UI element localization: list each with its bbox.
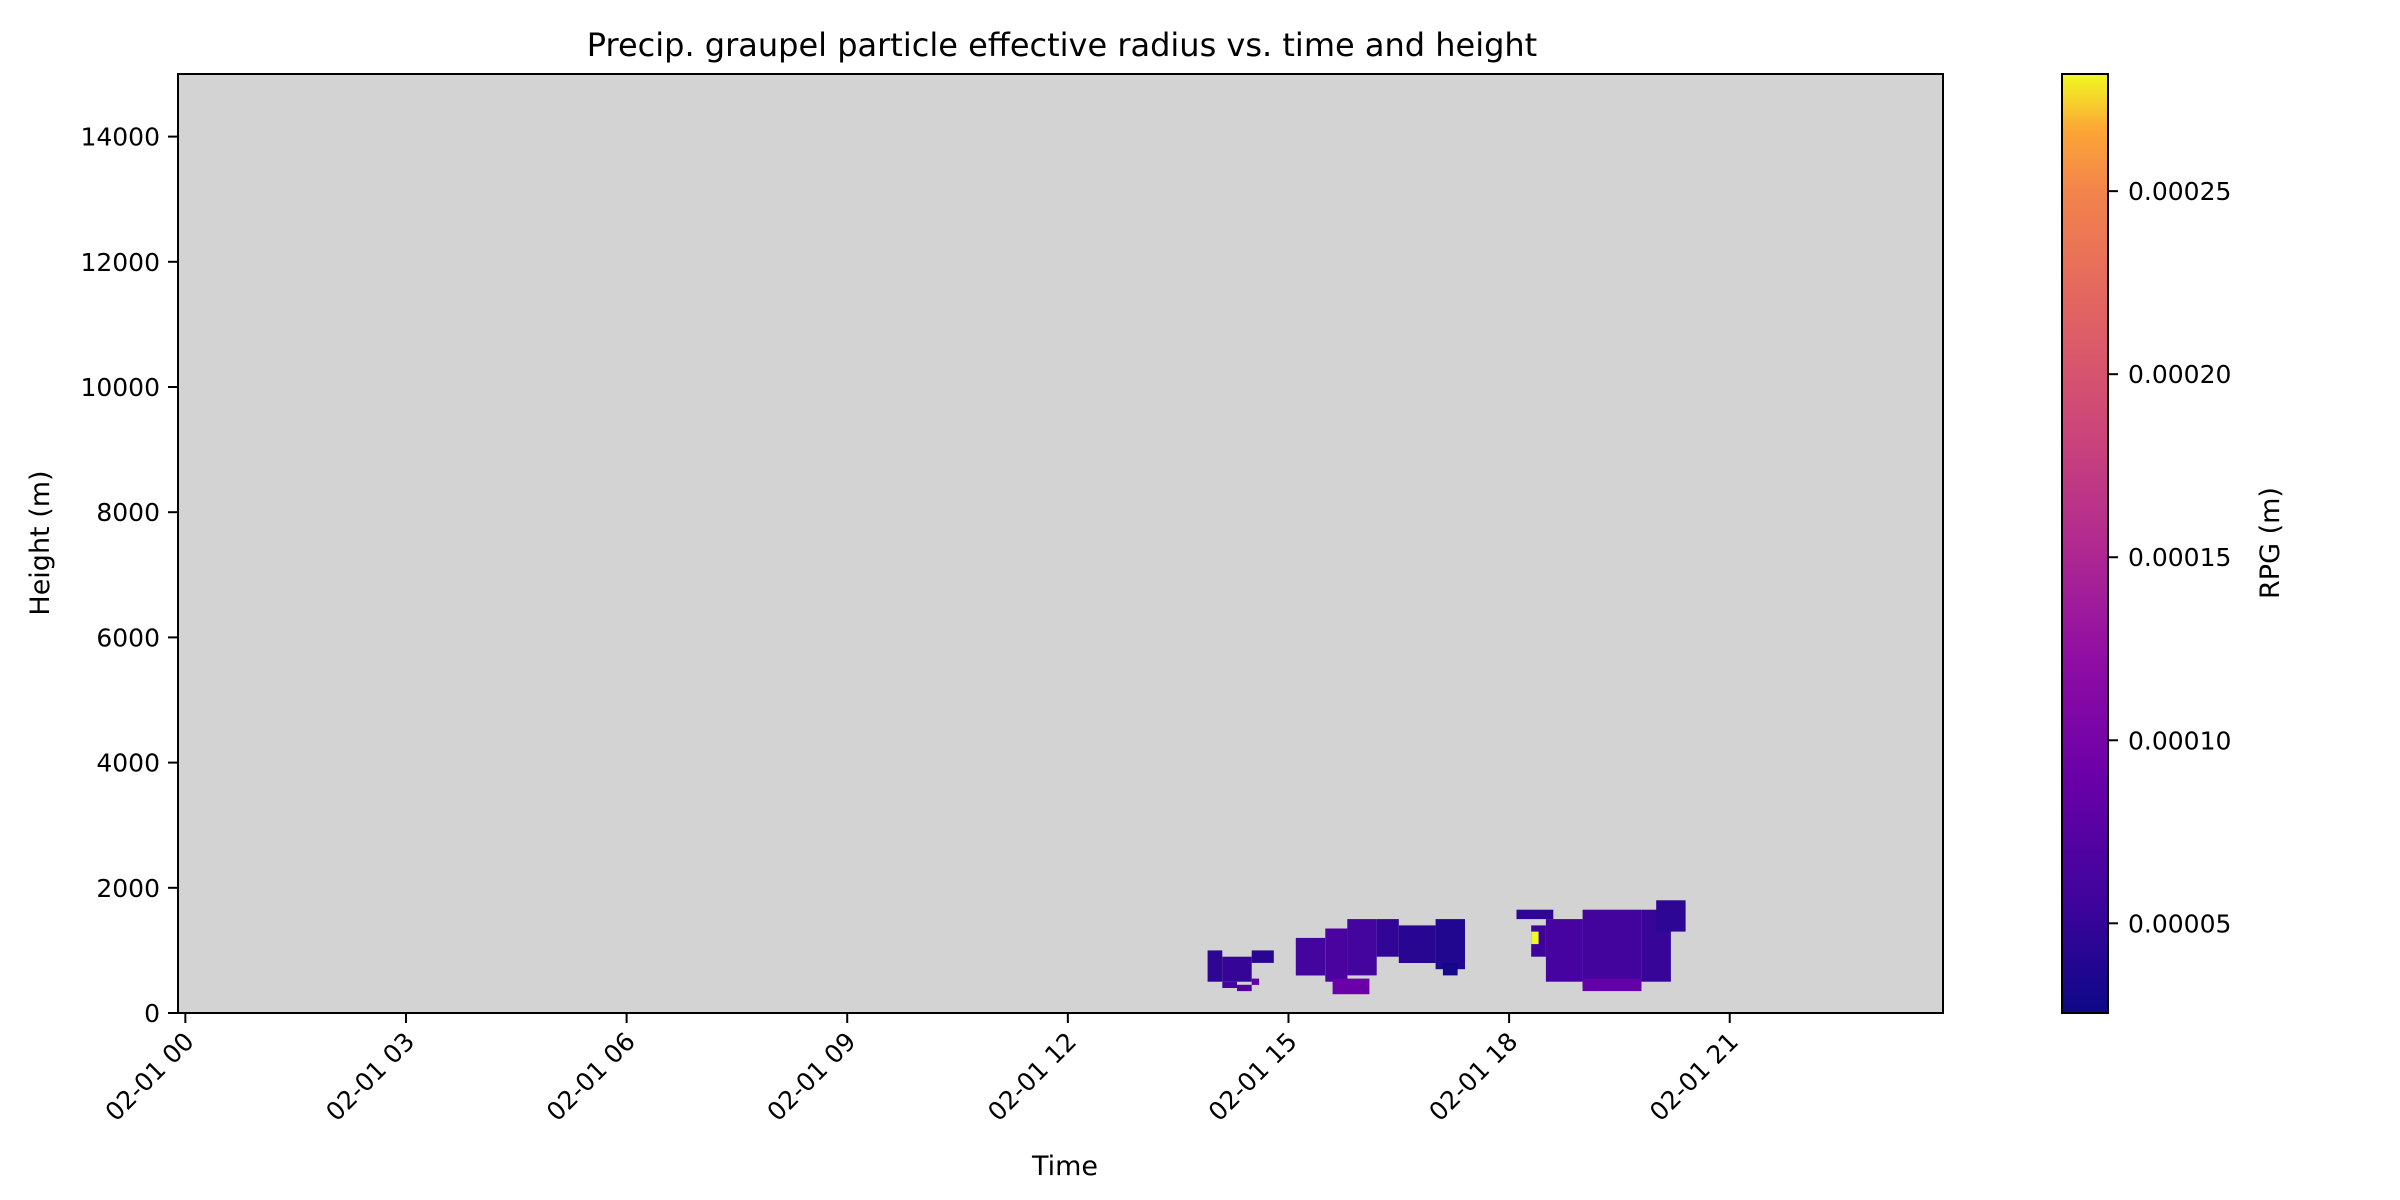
heatmap-cell [1332,978,1370,995]
y-axis-label: Height (m) [25,470,56,615]
colorbar-tick-label: 0.00005 [2128,909,2231,938]
heatmap-cell [1295,937,1326,976]
colorbar-axis: 0.00005 0.00010 0.00015 0.00020 0.00025 [2108,177,2231,938]
colorbar-tick-label: 0.00020 [2128,360,2231,389]
heatmap-cell [1376,919,1399,957]
heatmap-cell [1516,909,1554,920]
y-tick-label: 4000 [96,749,160,778]
y-tick-label: 14000 [80,123,160,152]
heatmap-cells [1207,900,1686,995]
heatmap-cell [1545,919,1583,982]
x-tick-label: 02-01 00 [100,1027,200,1127]
y-tick-label: 2000 [96,874,160,903]
x-tick-label: 02-01 06 [541,1027,641,1127]
x-tick-label: 02-01 18 [1423,1027,1523,1127]
heatmap-cell [1582,978,1642,992]
y-tick-label: 0 [144,999,160,1028]
heatmap-cell [1347,919,1377,976]
heatmap-cell [1442,962,1458,976]
heatmap-cell [1222,981,1237,988]
colorbar-tick-label: 0.00025 [2128,177,2231,206]
heatmap-cell [1656,900,1686,932]
heatmap-cell [1207,950,1223,982]
colorbar-label: RPG (m) [2255,487,2286,599]
chart-title: Precip. graupel particle effective radiu… [587,26,1537,64]
heatmap-cell [1251,978,1260,985]
x-axis-label: Time [1031,1151,1098,1182]
y-tick-label: 10000 [80,373,160,402]
x-tick-label: 02-01 09 [761,1027,861,1127]
colorbar [2061,73,2109,1014]
x-tick-label: 02-01 12 [982,1027,1082,1127]
heatmap-cell [1582,909,1642,988]
x-tick-label: 02-01 21 [1644,1027,1744,1127]
x-tick-label: 02-01 03 [320,1027,420,1127]
y-tick-label: 12000 [80,248,160,277]
heatmap-cell [1325,928,1348,982]
heatmap-cell [1435,919,1465,970]
heatmap-cell [1251,950,1274,963]
y-axis: 0 2000 4000 6000 8000 10000 12000 14000 [80,123,178,1028]
x-tick-label: 02-01 15 [1203,1027,1303,1127]
plot-frame [177,73,1944,1014]
colorbar-tick-label: 0.00015 [2128,543,2231,572]
colorbar-tick-label: 0.00010 [2128,726,2231,755]
plot-area-background [178,74,1943,1013]
heatmap-cell [1222,956,1252,982]
heatmap-cell [1531,931,1539,945]
y-tick-label: 8000 [96,498,160,527]
heatmap-cell [1237,984,1252,992]
x-axis: 02-01 00 02-01 03 02-01 06 02-01 09 02-01 12… [100,1013,1744,1127]
y-tick-label: 6000 [96,623,160,652]
heatmap-cell [1398,925,1436,963]
